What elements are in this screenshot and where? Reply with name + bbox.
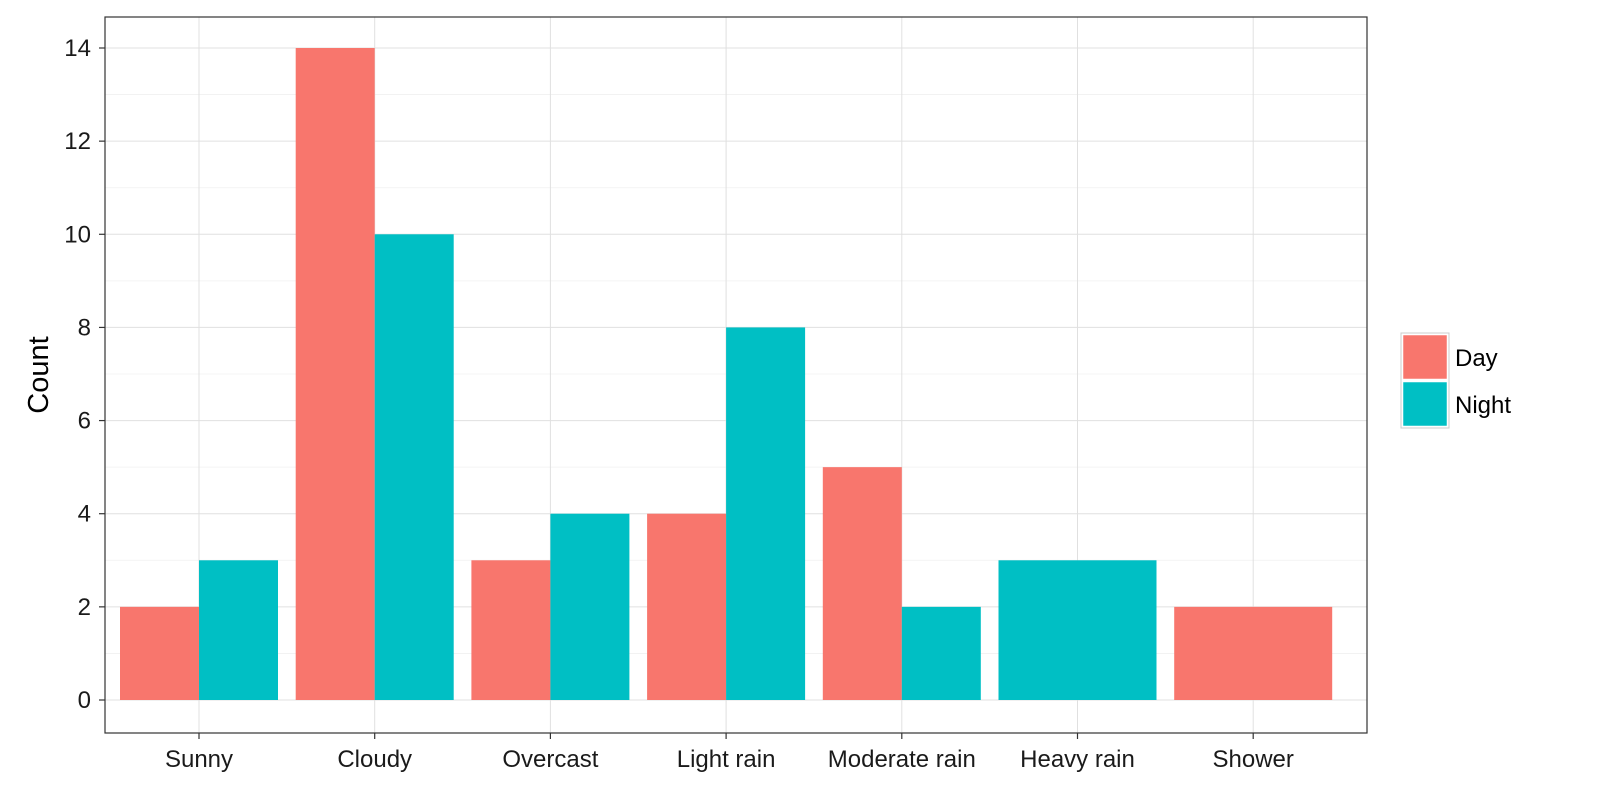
y-tick-label: 10 [64, 221, 91, 248]
x-tick-label: Light rain [677, 746, 776, 773]
bar-night-moderate-rain [901, 606, 981, 700]
bar-night-light-rain [726, 327, 806, 700]
bar-day-cloudy [295, 48, 375, 700]
x-tick-label: Moderate rain [828, 746, 976, 773]
y-tick-label: 8 [78, 314, 91, 341]
bar-day-sunny [120, 606, 199, 700]
legend-label-day: Day [1455, 345, 1498, 372]
x-axis: Sunny Cloudy Overcast Light rain Moderate ra… [165, 733, 1294, 773]
bar-day-shower [1174, 606, 1333, 700]
bar-night-cloudy [374, 234, 454, 701]
y-tick-label: 4 [78, 501, 91, 528]
y-tick-label: 0 [78, 687, 91, 714]
legend-label-night: Night [1455, 392, 1511, 419]
bar-night-overcast [550, 513, 630, 700]
legend: Day Night [1400, 332, 1511, 429]
legend-key-border [1400, 332, 1450, 429]
x-tick-label: Cloudy [337, 746, 412, 773]
y-tick-label: 14 [64, 35, 91, 62]
y-tick-label: 12 [64, 128, 91, 155]
bar-day-moderate-rain [822, 467, 902, 700]
bar-day-light-rain [647, 513, 727, 700]
y-axis-title: Count [23, 336, 55, 413]
y-axis: 0 2 4 6 8 10 12 14 [64, 35, 105, 714]
y-tick-label: 6 [78, 408, 91, 435]
legend-key-night [1400, 379, 1450, 429]
bar-day-overcast [471, 560, 551, 700]
bar-night-sunny [199, 560, 278, 700]
y-tick-label: 2 [78, 594, 91, 621]
x-tick-label: Shower [1213, 746, 1294, 773]
plot-panel-border [104, 16, 1368, 734]
bars [120, 48, 1333, 701]
bar-night-heavy-rain [998, 560, 1157, 700]
x-tick-label: Sunny [165, 746, 233, 773]
x-tick-label: Heavy rain [1020, 746, 1135, 773]
legend-key-day [1400, 332, 1450, 382]
x-tick-label: Overcast [502, 746, 598, 773]
